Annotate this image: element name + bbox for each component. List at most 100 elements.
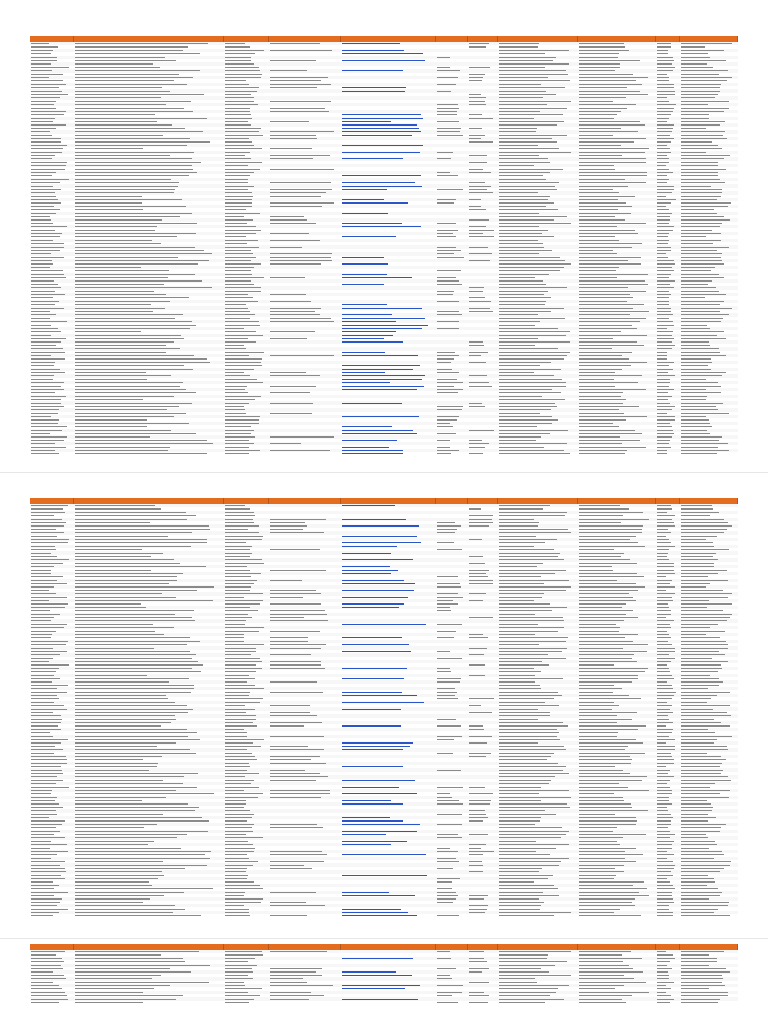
text-placeholder (437, 576, 458, 578)
cell-correo[interactable] (341, 351, 436, 354)
text-placeholder (31, 511, 65, 513)
cell-correo[interactable] (341, 313, 436, 316)
cell-codigo-postal (656, 215, 680, 218)
cell-correo[interactable] (341, 49, 436, 52)
text-placeholder (469, 209, 486, 211)
text-placeholder (579, 644, 648, 646)
email-link-placeholder (342, 786, 399, 788)
text-placeholder (31, 749, 63, 751)
cell-correo[interactable] (341, 452, 436, 455)
text-placeholder (681, 324, 707, 326)
cell-correo[interactable] (341, 354, 436, 357)
email-link-placeholder (342, 277, 412, 279)
text-placeholder (657, 701, 667, 703)
cell-correo[interactable] (341, 320, 436, 323)
text-placeholder (681, 226, 720, 228)
text-placeholder (75, 297, 189, 299)
cell-correo[interactable] (341, 127, 436, 130)
cell-correo[interactable] (341, 225, 436, 228)
cell-municipio (680, 76, 738, 79)
cell-correo[interactable] (341, 327, 436, 330)
cell-razon-social (74, 184, 224, 187)
cell-correo[interactable] (341, 306, 436, 309)
cell-telefono-1 (436, 201, 468, 204)
cell-correo[interactable] (341, 378, 436, 381)
cell-correo[interactable] (341, 374, 436, 377)
text-placeholder (437, 270, 461, 272)
cell-correo[interactable] (341, 212, 436, 215)
table-row (30, 211, 738, 215)
cell-correo[interactable] (341, 52, 436, 55)
cell-correo[interactable] (341, 130, 436, 133)
cell-correo[interactable] (341, 42, 436, 45)
cell-correo[interactable] (341, 151, 436, 154)
text-placeholder (75, 270, 169, 272)
text-placeholder (579, 433, 642, 435)
cell-correo[interactable] (341, 256, 436, 259)
cell-correo[interactable] (341, 174, 436, 177)
text-placeholder (75, 667, 192, 669)
text-placeholder (579, 409, 619, 411)
text-placeholder (681, 256, 721, 258)
text-placeholder (469, 199, 481, 201)
cell-correo[interactable] (341, 317, 436, 320)
text-placeholder (499, 107, 567, 109)
cell-correo[interactable] (341, 201, 436, 204)
cell-correo[interactable] (341, 120, 436, 123)
cell-municipio (680, 344, 738, 347)
email-link-placeholder (342, 334, 393, 336)
cell-correo[interactable] (341, 262, 436, 265)
text-placeholder (225, 439, 249, 441)
text-placeholder (681, 290, 719, 292)
cell-correo[interactable] (341, 59, 436, 62)
text-placeholder (31, 895, 54, 897)
text-placeholder (499, 664, 549, 666)
text-placeholder (657, 73, 667, 75)
text-placeholder (657, 375, 675, 377)
cell-municipio (680, 235, 738, 238)
cell-correo[interactable] (341, 303, 436, 306)
cell-correo[interactable] (341, 283, 436, 286)
cell-rfc (224, 245, 269, 248)
text-placeholder (225, 209, 246, 211)
cell-correo[interactable] (341, 113, 436, 116)
cell-correo[interactable] (341, 330, 436, 333)
cell-correo[interactable] (341, 334, 436, 337)
text-placeholder (579, 691, 613, 693)
text-placeholder (225, 837, 263, 839)
cell-correo[interactable] (341, 337, 436, 340)
table-row (30, 235, 738, 238)
text-placeholder (657, 192, 672, 194)
text-placeholder (681, 895, 720, 897)
cell-correo[interactable] (341, 188, 436, 191)
cell-correo[interactable] (341, 184, 436, 187)
cell-correo[interactable] (341, 323, 436, 326)
cell-correo[interactable] (341, 89, 436, 92)
text-placeholder (31, 80, 63, 82)
cell-correo[interactable] (341, 198, 436, 201)
text-placeholder (31, 426, 67, 428)
cell-correo[interactable] (341, 340, 436, 343)
cell-correo[interactable] (341, 222, 436, 225)
cell-correo[interactable] (341, 157, 436, 160)
cell-correo[interactable] (341, 368, 436, 371)
cell-correo[interactable] (341, 134, 436, 137)
cell-correo[interactable] (341, 364, 436, 367)
cell-colonia (578, 69, 656, 72)
cell-correo[interactable] (341, 273, 436, 276)
cell-correo[interactable] (341, 276, 436, 279)
cell-correo[interactable] (341, 117, 436, 120)
cell-correo[interactable] (341, 123, 436, 126)
cell-correo[interactable] (341, 69, 436, 72)
cell-contacto (269, 86, 341, 89)
text-placeholder (657, 307, 671, 309)
text-placeholder (657, 810, 668, 812)
cell-correo[interactable] (341, 235, 436, 238)
cell-correo[interactable] (341, 181, 436, 184)
text-placeholder (225, 562, 264, 564)
cell-municipio (680, 364, 738, 367)
cell-correo[interactable] (341, 371, 436, 374)
text-placeholder (31, 789, 52, 791)
cell-correo[interactable] (341, 144, 436, 147)
cell-correo[interactable] (341, 86, 436, 89)
